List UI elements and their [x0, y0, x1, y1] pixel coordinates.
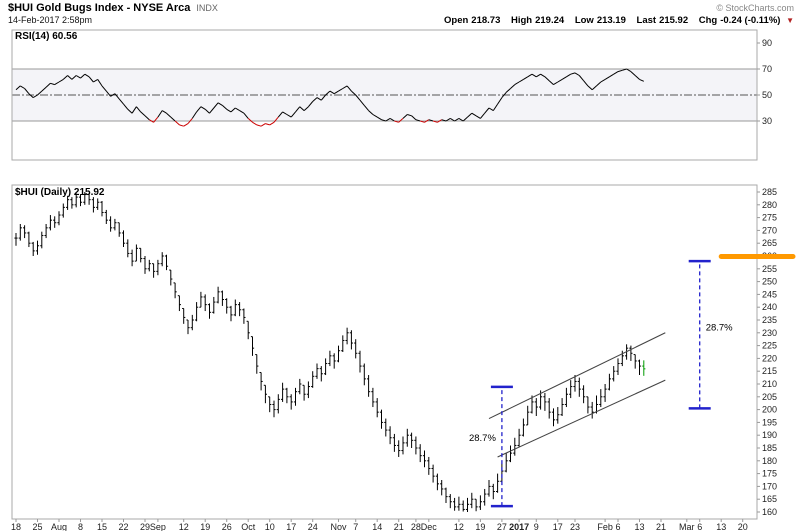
svg-text:26: 26 [222, 522, 232, 531]
svg-text:21: 21 [394, 522, 404, 531]
svg-text:285: 285 [762, 187, 777, 197]
svg-text:2017: 2017 [509, 522, 529, 531]
svg-text:30: 30 [762, 116, 772, 126]
svg-text:25: 25 [32, 522, 42, 531]
svg-text:200: 200 [762, 405, 777, 415]
svg-text:17: 17 [286, 522, 296, 531]
low-value: 213.19 [596, 15, 626, 26]
svg-text:13: 13 [634, 522, 644, 531]
svg-text:220: 220 [762, 353, 777, 363]
svg-text:90: 90 [762, 38, 772, 48]
svg-text:Aug: Aug [51, 522, 67, 531]
svg-text:13: 13 [716, 522, 726, 531]
svg-text:245: 245 [762, 289, 777, 299]
svg-text:280: 280 [762, 200, 777, 210]
svg-text:160: 160 [762, 507, 777, 517]
svg-text:255: 255 [762, 264, 777, 274]
quote-summary: Open 218.73 High 219.24 Low 213.19 Last 215.… [444, 15, 794, 26]
chart-header: $HUI Gold Bugs Index - NYSE Arca INDX © … [8, 2, 794, 14]
svg-text:240: 240 [762, 302, 777, 312]
svg-text:270: 270 [762, 225, 777, 235]
measurement-annotations [490, 259, 711, 508]
svg-text:6: 6 [615, 522, 620, 531]
svg-text:185: 185 [762, 443, 777, 453]
svg-text:250: 250 [762, 277, 777, 287]
svg-text:23: 23 [570, 522, 580, 531]
svg-text:28.7%: 28.7% [469, 433, 496, 444]
copyright-link[interactable]: © StockCharts.com [716, 3, 794, 13]
svg-text:Mar: Mar [679, 522, 695, 531]
svg-text:15: 15 [97, 522, 107, 531]
change-label: Chg [698, 15, 718, 26]
change-value: -0.24 (-0.11%) [720, 15, 781, 26]
svg-text:Feb: Feb [597, 522, 613, 531]
low-label: Low [574, 15, 594, 26]
open-value: 218.73 [471, 15, 501, 26]
svg-text:50: 50 [762, 90, 772, 100]
exchange-tag: INDX [196, 3, 218, 13]
price-bars [14, 192, 646, 512]
svg-text:17: 17 [553, 522, 563, 531]
svg-text:22: 22 [118, 522, 128, 531]
chart-subheader: 14-Feb-2017 2:58pm Open 218.73 High 219.24… [8, 15, 794, 26]
svg-text:210: 210 [762, 379, 777, 389]
svg-text:225: 225 [762, 341, 777, 351]
svg-text:175: 175 [762, 469, 777, 479]
channel-upper-trendline [488, 332, 666, 420]
svg-text:19: 19 [475, 522, 485, 531]
svg-text:8: 8 [78, 522, 83, 531]
chart-title: $HUI Gold Bugs Index - NYSE Arca INDX [8, 2, 218, 14]
last-label: Last [636, 15, 657, 26]
open-label: Open [444, 15, 469, 26]
svg-text:14: 14 [372, 522, 382, 531]
index-name: Gold Bugs Index - NYSE Arca [36, 2, 191, 14]
svg-text:29: 29 [140, 522, 150, 531]
svg-text:Oct: Oct [241, 522, 256, 531]
svg-text:24: 24 [308, 522, 318, 531]
svg-text:275: 275 [762, 213, 777, 223]
svg-text:170: 170 [762, 481, 777, 491]
svg-text:10: 10 [265, 522, 275, 531]
svg-text:19: 19 [200, 522, 210, 531]
svg-text:Sep: Sep [150, 522, 166, 531]
svg-text:190: 190 [762, 430, 777, 440]
svg-text:195: 195 [762, 417, 777, 427]
high-label: High [511, 15, 533, 26]
svg-text:70: 70 [762, 64, 772, 74]
change-direction-icon: ▼ [786, 16, 794, 25]
svg-text:205: 205 [762, 392, 777, 402]
price-panel-label: $HUI (Daily) 215.92 [15, 187, 105, 198]
svg-text:12: 12 [179, 522, 189, 531]
svg-text:9: 9 [534, 522, 539, 531]
ticker-symbol: $HUI [8, 2, 34, 14]
svg-text:27: 27 [497, 522, 507, 531]
svg-text:265: 265 [762, 238, 777, 248]
svg-text:21: 21 [656, 522, 666, 531]
rsi-panel-label: RSI(14) 60.56 [15, 31, 78, 42]
svg-text:12: 12 [454, 522, 464, 531]
svg-text:165: 165 [762, 494, 777, 504]
svg-text:28.7%: 28.7% [706, 323, 733, 334]
svg-text:215: 215 [762, 366, 777, 376]
svg-text:20: 20 [738, 522, 748, 531]
svg-text:230: 230 [762, 328, 777, 338]
svg-text:6: 6 [697, 522, 702, 531]
svg-text:Dec: Dec [421, 522, 438, 531]
channel-lower-trendline [497, 379, 666, 458]
svg-text:28: 28 [411, 522, 421, 531]
rsi-series [15, 68, 644, 127]
svg-text:18: 18 [11, 522, 21, 531]
svg-text:7: 7 [353, 522, 358, 531]
high-value: 219.24 [535, 15, 565, 26]
last-value: 215.92 [659, 15, 689, 26]
chart-timestamp: 14-Feb-2017 2:58pm [8, 15, 93, 25]
svg-text:235: 235 [762, 315, 777, 325]
svg-text:180: 180 [762, 456, 777, 466]
svg-text:Nov: Nov [330, 522, 347, 531]
